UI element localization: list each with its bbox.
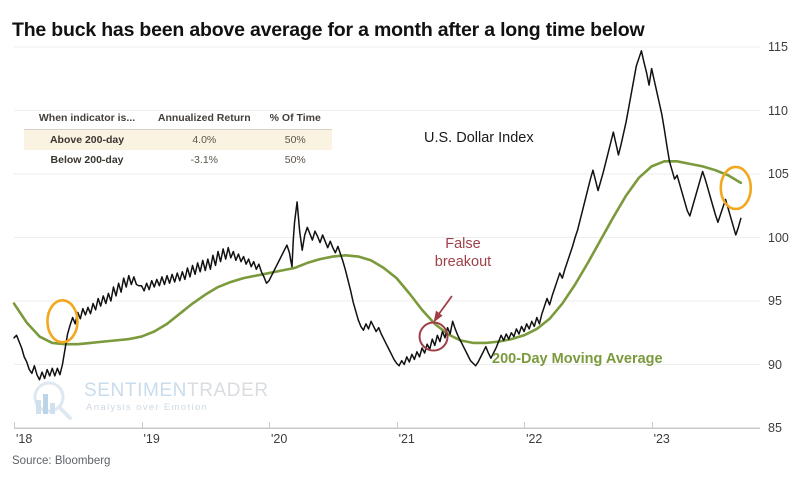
y-axis-tick-label: 95 <box>768 294 782 308</box>
y-axis-tick-label: 85 <box>768 421 782 435</box>
cell-condition-below: Below 200-day <box>24 150 151 170</box>
y-axis-tick-label: 110 <box>768 103 788 118</box>
chart-markers <box>46 165 753 352</box>
series-label-dollar-index: U.S. Dollar Index <box>424 130 534 146</box>
chart-svg <box>12 46 760 429</box>
source-note: Source: Bloomberg <box>12 455 111 467</box>
x-axis-line <box>14 428 760 429</box>
table-header-row: When indicator is... Annualized Return %… <box>24 110 332 130</box>
x-axis-tick-label: '23 <box>653 432 670 446</box>
y-axis-tick-label: 90 <box>768 357 782 372</box>
table-row: Below 200-day -3.1% 50% <box>24 150 332 170</box>
table-header-annualized-return: Annualized Return <box>150 110 259 130</box>
false-breakout-arrowhead <box>433 310 443 323</box>
x-axis-tick-mark <box>141 422 143 428</box>
x-axis-tick-mark <box>524 422 526 428</box>
price-line <box>13 50 742 381</box>
highlight-circle <box>418 321 449 352</box>
cell-time-above: 50% <box>258 129 332 150</box>
x-axis-tick-label: '20 <box>271 432 288 446</box>
x-axis-tick-mark <box>269 422 271 428</box>
table-header-condition: When indicator is... <box>24 110 151 130</box>
moving-average-line <box>12 160 743 346</box>
table-row: Above 200-day 4.0% 50% <box>24 129 332 150</box>
cell-condition-above: Above 200-day <box>24 129 151 150</box>
stats-table: When indicator is... Annualized Return %… <box>24 110 332 170</box>
x-axis-tick-label: '19 <box>143 432 160 446</box>
false-breakout-line1: False <box>445 236 481 252</box>
highlight-circle <box>719 165 753 211</box>
chart-plot-area <box>0 40 760 432</box>
x-axis-tick-label: '21 <box>398 432 415 446</box>
cell-time-below: 50% <box>258 150 332 170</box>
gridlines <box>14 46 760 429</box>
x-axis-tick-mark <box>396 422 398 428</box>
y-axis-tick-label: 115 <box>768 40 788 54</box>
cell-return-above: 4.0% <box>150 129 259 150</box>
x-axis-tick-label: '18 <box>16 432 33 446</box>
x-axis-tick-mark <box>651 422 653 428</box>
cell-return-below: -3.1% <box>150 150 259 170</box>
table-header-pct-of-time: % Of Time <box>258 110 332 130</box>
highlight-circle <box>46 299 79 344</box>
false-breakout-line2: breakout <box>434 253 492 270</box>
x-axis-tick-label: '22 <box>526 432 543 446</box>
series-label-moving-average: 200-Day Moving Average <box>492 351 663 367</box>
page-title: The buck has been above average for a mo… <box>12 19 645 41</box>
y-axis-tick-label: 105 <box>768 167 789 181</box>
y-axis-tick-label: 100 <box>768 230 789 245</box>
x-axis-tick-mark <box>14 422 15 428</box>
annotation-false-breakout: False breakout <box>421 236 505 271</box>
